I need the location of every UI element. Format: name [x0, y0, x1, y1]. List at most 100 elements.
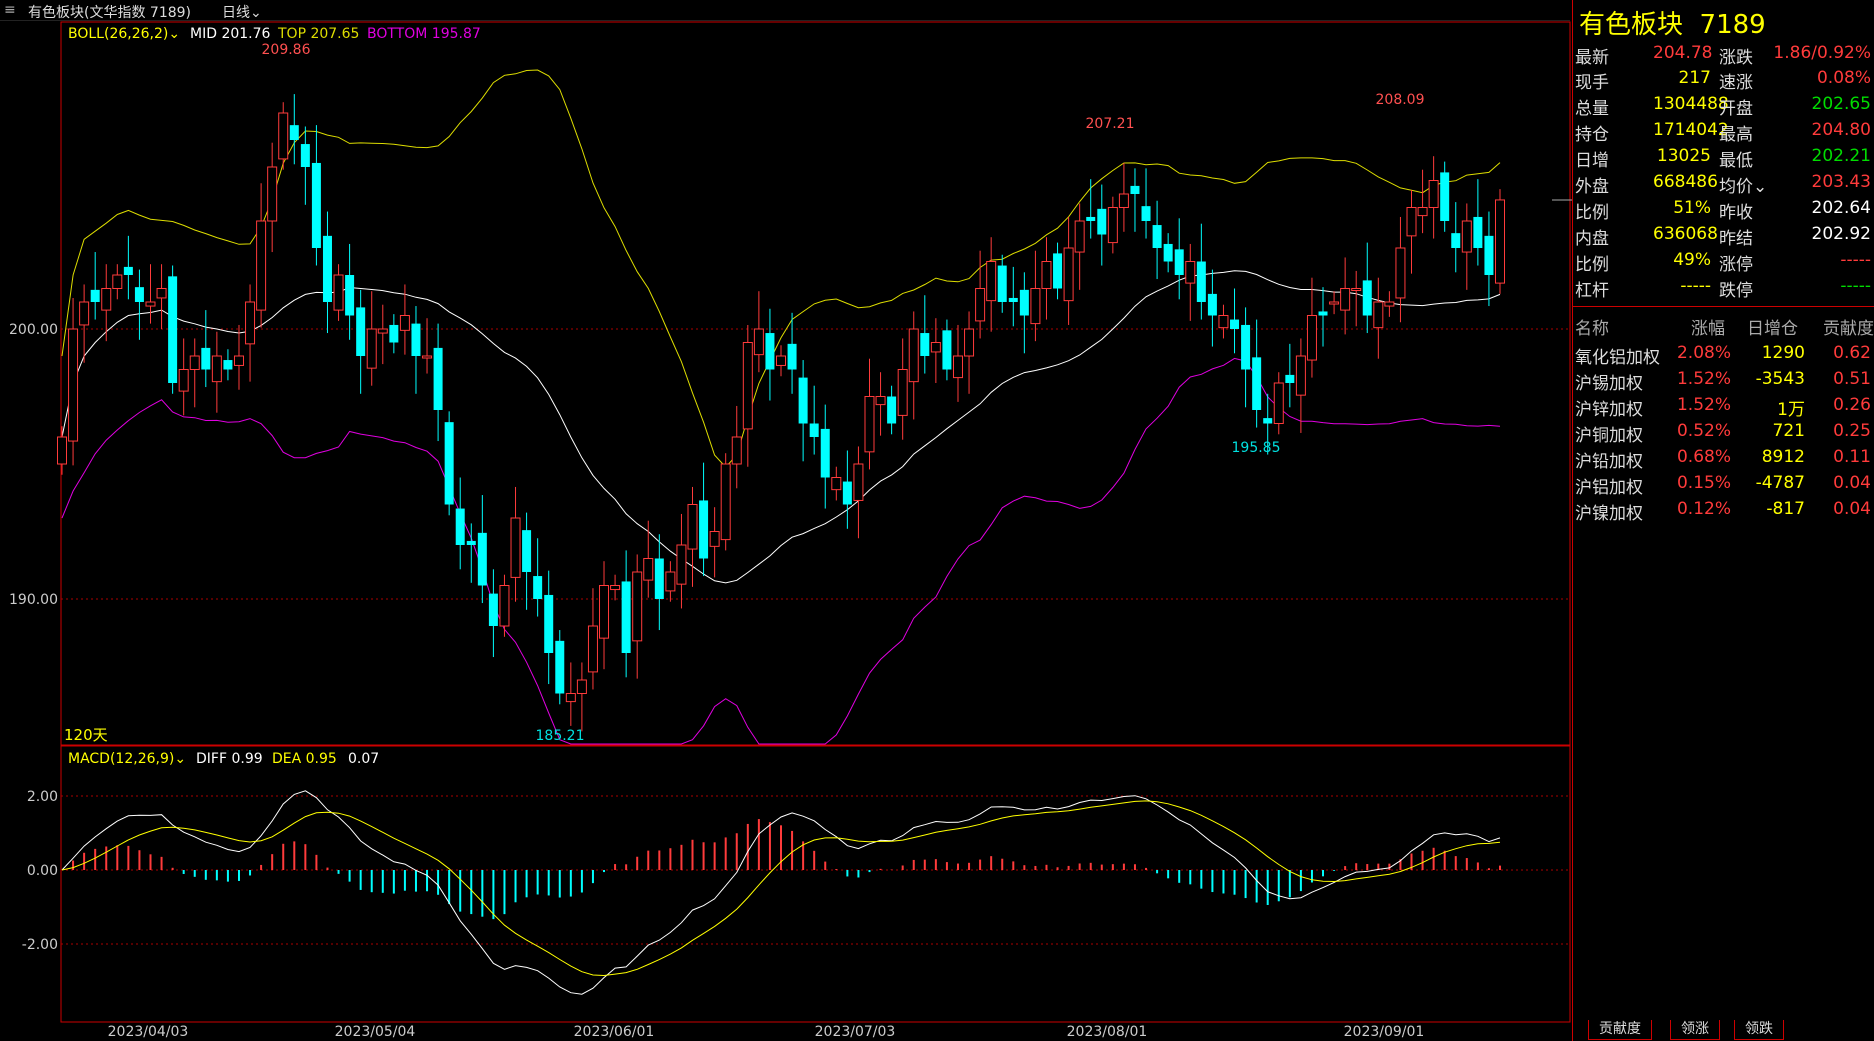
- candle-body: [753, 328, 764, 356]
- contrib-cell[interactable]: 2.08%: [1676, 343, 1731, 363]
- label-limit-down: 跌停: [1719, 281, 1753, 301]
- candle-body: [510, 517, 521, 578]
- contrib-cell[interactable]: 1.52%: [1676, 369, 1731, 389]
- menu-lines-icon[interactable]: ≡: [4, 2, 16, 18]
- candle-body: [831, 477, 842, 491]
- boll-legend-item: TOP 207.65: [277, 26, 359, 42]
- candle-body: [665, 571, 676, 592]
- candle-body: [576, 679, 587, 694]
- candle-body: [942, 330, 952, 370]
- contrib-cell[interactable]: 0.11: [1833, 447, 1871, 467]
- candle-body: [245, 301, 256, 345]
- contrib-cell[interactable]: 沪镍加权: [1575, 504, 1643, 524]
- candle-body: [1241, 324, 1251, 370]
- candle-body: [1351, 288, 1362, 291]
- candle-body: [444, 422, 454, 505]
- extreme-price-label: 195.85: [1232, 440, 1281, 456]
- value-latest: 204.78: [1653, 43, 1713, 63]
- price-chart-area[interactable]: 200.00 190.00 2.00 0.00 -2.00 BOLL(26,26,2)⌄ M…: [0, 0, 1572, 1041]
- macd-diff-line: [61, 790, 1501, 995]
- candle-body: [101, 288, 112, 311]
- candle-body: [1495, 199, 1505, 284]
- contrib-cell[interactable]: 0.26: [1833, 395, 1871, 415]
- contrib-cell[interactable]: 沪锡加权: [1575, 374, 1643, 394]
- contrib-cell[interactable]: 721: [1772, 421, 1805, 441]
- label-prev-close: 昨收: [1719, 203, 1753, 223]
- macd-histogram: [72, 819, 1501, 920]
- candle-body: [1152, 225, 1162, 248]
- contrib-cell[interactable]: 1290: [1761, 343, 1805, 363]
- tab-contribution[interactable]: 贡献度: [1588, 1020, 1652, 1040]
- quote-panel: 有色板块 7189 最新 204.78 涨跌 1.86/0.92% 现手 217…: [1572, 0, 1874, 1041]
- label-change: 涨跌: [1719, 48, 1753, 68]
- window-titlebar: ≡ 有色板块(文华指数 7189) 日线⌄: [0, 0, 1570, 21]
- contrib-cell[interactable]: 沪铅加权: [1575, 452, 1643, 472]
- candle-body: [345, 275, 355, 316]
- contrib-cell[interactable]: 0.52%: [1676, 421, 1731, 441]
- macd-y-tick-label: 0.00: [27, 863, 58, 879]
- candle-body: [1451, 233, 1461, 248]
- candle-body: [156, 288, 167, 299]
- contrib-cell[interactable]: 0.15%: [1676, 473, 1731, 493]
- chart-title: 有色板块(文华指数 7189): [28, 5, 192, 21]
- contrib-cell[interactable]: -4787: [1755, 473, 1805, 493]
- candle-body: [267, 166, 278, 222]
- contrib-cell[interactable]: 0.62: [1833, 343, 1871, 363]
- candle-body: [422, 355, 433, 359]
- candle-body: [555, 640, 565, 694]
- contrib-cell[interactable]: 1.52%: [1676, 395, 1731, 415]
- label-inner: 内盘: [1575, 229, 1609, 249]
- candle-body: [1053, 253, 1063, 289]
- candle-body: [333, 274, 344, 311]
- value-prev-settle: 202.92: [1811, 224, 1871, 244]
- contrib-cell[interactable]: 0.68%: [1676, 447, 1731, 467]
- contrib-cell[interactable]: 0.04: [1833, 499, 1871, 519]
- value-limit-up: -----: [1840, 250, 1871, 270]
- candlestick-series: [57, 94, 1505, 732]
- candle-body: [499, 585, 510, 627]
- candle-body: [864, 396, 875, 453]
- candle-body: [632, 571, 643, 642]
- col-name[interactable]: 名称: [1575, 319, 1609, 339]
- contrib-cell[interactable]: 沪锌加权: [1575, 400, 1643, 420]
- contrib-cell[interactable]: 0.04: [1833, 473, 1871, 493]
- contrib-cell[interactable]: 沪铝加权: [1575, 478, 1643, 498]
- contrib-cell[interactable]: 0.51: [1833, 369, 1871, 389]
- candle-body: [1207, 293, 1217, 316]
- contrib-cell[interactable]: -817: [1766, 499, 1805, 519]
- contrib-cell[interactable]: 0.25: [1833, 421, 1871, 441]
- candle-body: [687, 504, 698, 550]
- contrib-cell[interactable]: 8912: [1761, 447, 1805, 467]
- label-ratio-2: 比例: [1575, 255, 1609, 275]
- contrib-cell[interactable]: 0.12%: [1676, 499, 1731, 519]
- value-high: 204.80: [1811, 120, 1871, 140]
- tab-leading-gain[interactable]: 领涨: [1670, 1020, 1720, 1040]
- tab-leading-loss[interactable]: 领跌: [1734, 1020, 1784, 1040]
- candle-body: [1384, 301, 1395, 307]
- candle-body: [1230, 319, 1240, 329]
- contrib-cell[interactable]: 沪铜加权: [1575, 426, 1643, 446]
- label-prev-settle: 昨结: [1719, 229, 1753, 249]
- contrib-cell[interactable]: 1万: [1777, 400, 1805, 420]
- candle-body: [1218, 315, 1229, 329]
- candle-body: [366, 328, 377, 369]
- contrib-cell[interactable]: -3543: [1755, 369, 1805, 389]
- col-change-pct[interactable]: 涨幅: [1691, 319, 1725, 339]
- period-selector[interactable]: 日线⌄: [222, 2, 262, 22]
- candle-body: [643, 558, 654, 581]
- main-chart-frame: [60, 21, 1571, 746]
- col-contribution[interactable]: 贡献度: [1823, 319, 1874, 339]
- candle-body: [621, 581, 631, 653]
- candle-body: [1417, 207, 1428, 217]
- value-ratio-2: 49%: [1673, 250, 1711, 270]
- candle-body: [488, 593, 498, 626]
- candle-body: [1395, 247, 1406, 299]
- label-low: 最低: [1719, 151, 1753, 171]
- col-daily-oi[interactable]: 日增仓: [1747, 319, 1798, 339]
- value-outer: 668486: [1653, 172, 1718, 192]
- candle-body: [1428, 180, 1439, 208]
- candle-body: [533, 576, 543, 599]
- contrib-cell[interactable]: 氧化铝加权: [1575, 348, 1660, 368]
- candle-body: [820, 428, 830, 478]
- label-avg-price[interactable]: 均价⌄: [1719, 177, 1768, 197]
